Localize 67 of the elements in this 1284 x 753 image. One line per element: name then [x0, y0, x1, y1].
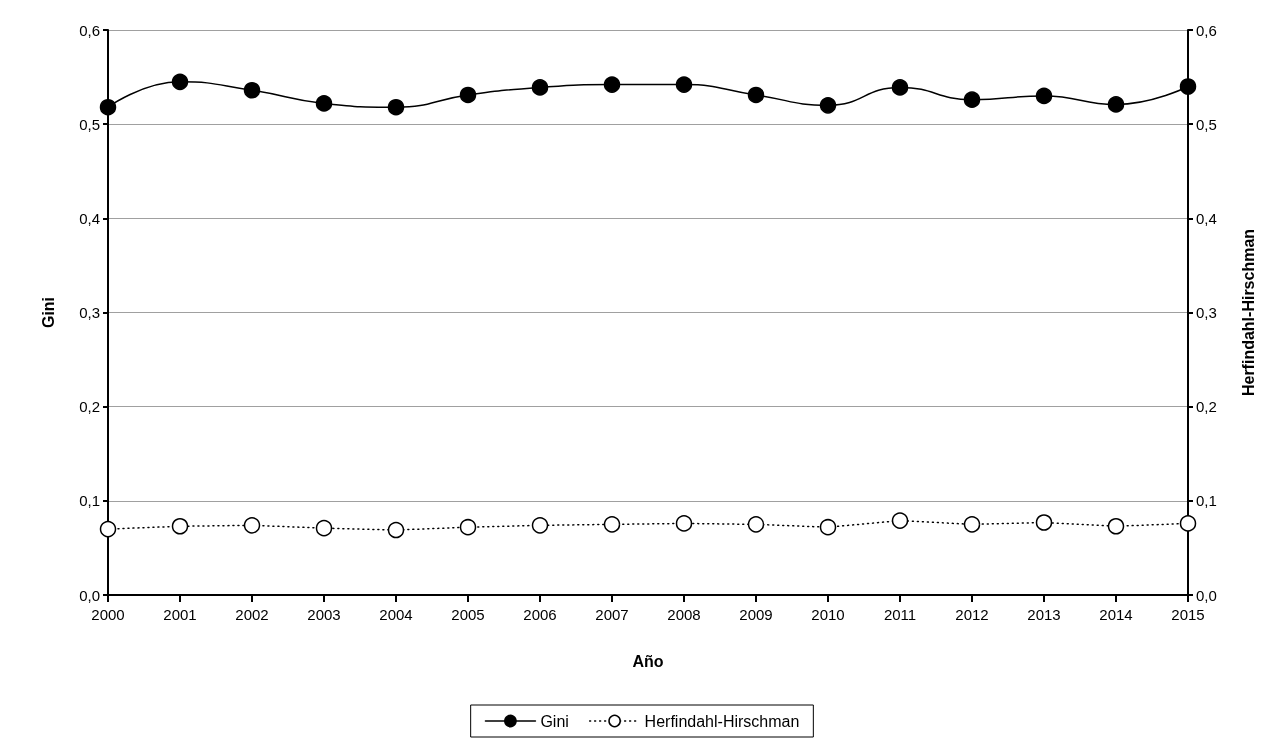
y-tick-label: 0,2: [79, 398, 100, 416]
point: [891, 512, 909, 529]
legend-label: Gini: [540, 712, 569, 730]
point: [315, 95, 333, 112]
x-axis-title: Año: [632, 652, 664, 670]
point: [675, 515, 693, 532]
y-tick-label: 0,5: [79, 115, 100, 133]
point: [819, 518, 837, 536]
point: [747, 86, 765, 104]
x-tick-label: 2015: [1171, 606, 1205, 623]
x-tick-label: 2010: [811, 606, 845, 623]
point: [963, 91, 981, 108]
x-tick-label: 2008: [667, 606, 701, 623]
x-tick-label: 2012: [955, 606, 989, 623]
point: [171, 518, 189, 535]
point: [1107, 518, 1125, 535]
point: [1035, 514, 1053, 531]
y2-tick-label: 0,4: [1196, 209, 1217, 227]
point: [1035, 87, 1053, 105]
point: [1107, 96, 1125, 113]
point: [1179, 78, 1197, 95]
legend-label: Herfindahl-Hirschman: [644, 712, 800, 730]
point: [603, 516, 621, 533]
y2-tick-label: 0,2: [1196, 398, 1217, 416]
point: [459, 86, 477, 104]
point: [459, 518, 477, 536]
point: [243, 517, 261, 534]
y-tick-label: 0,0: [79, 586, 100, 604]
point: [747, 516, 765, 533]
point: [387, 98, 405, 116]
point: [531, 79, 549, 96]
point: [99, 520, 117, 538]
y2-tick-label: 0,0: [1196, 586, 1217, 604]
x-tick-label: 2001: [163, 606, 197, 623]
x-tick-label: 2009: [739, 606, 773, 623]
y2-tick-label: 0,5: [1196, 115, 1217, 133]
point: [171, 73, 189, 91]
point: [315, 519, 333, 537]
point: [891, 79, 909, 96]
x-tick-label: 2004: [379, 606, 413, 623]
y2-axis-title: Herfindahl-Hirschman: [1239, 228, 1257, 397]
x-tick-label: 2005: [451, 606, 485, 623]
y2-tick-label: 0,6: [1196, 21, 1217, 39]
point: [387, 521, 405, 539]
x-tick-label: 2014: [1099, 606, 1133, 623]
point: [603, 76, 621, 93]
point: [675, 76, 693, 93]
point: [1179, 515, 1197, 532]
x-tick-label: 2002: [235, 606, 269, 623]
point: [819, 97, 837, 114]
y-axis-title: Gini: [39, 296, 57, 329]
x-tick-label: 2006: [523, 606, 557, 623]
point: [963, 516, 981, 533]
y-tick-label: 0,1: [79, 492, 100, 510]
point: [243, 82, 261, 99]
y-tick-label: 0,4: [79, 209, 100, 227]
x-tick-label: 2011: [883, 606, 917, 623]
x-tick-label: 2003: [307, 606, 341, 623]
x-tick-label: 2000: [91, 606, 125, 623]
x-tick-label: 2013: [1027, 606, 1061, 623]
point: [99, 98, 117, 116]
y-tick-label: 0,3: [79, 304, 100, 321]
y2-tick-label: 0,1: [1196, 492, 1217, 510]
x-tick-label: 2007: [595, 606, 629, 623]
point: [531, 517, 549, 534]
y2-tick-label: 0,3: [1196, 304, 1217, 321]
y-tick-label: 0,6: [79, 21, 100, 39]
